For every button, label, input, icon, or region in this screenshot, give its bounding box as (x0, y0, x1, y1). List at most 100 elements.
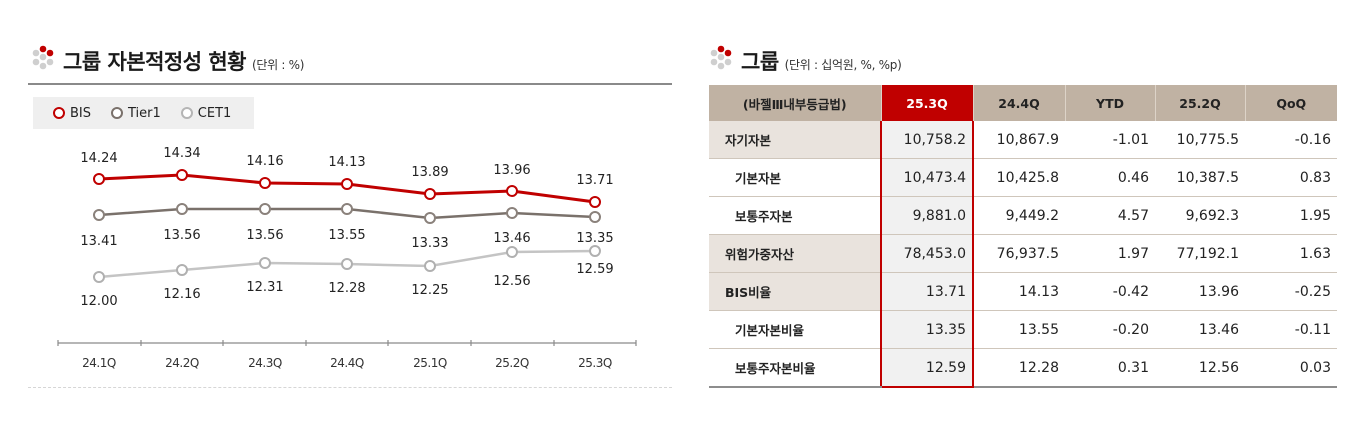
cet1-label: 12.59 (576, 262, 613, 277)
header-qoq: QoQ (1245, 85, 1337, 121)
legend-label: CET1 (197, 105, 232, 121)
chart-unit: (단위 : %) (252, 58, 305, 72)
cell: 13.55 (973, 310, 1065, 349)
x-tick-label: 25.1Q (413, 356, 447, 370)
table-row: 위험가중자산 78,453.0 76,937.5 1.97 77,192.1 1… (709, 234, 1337, 273)
cell: 0.83 (1245, 158, 1337, 197)
row-label: 자기자본 (709, 121, 881, 159)
cell: 0.31 (1065, 348, 1155, 388)
legend-label: BIS (70, 105, 92, 121)
bis-label: 14.24 (80, 151, 117, 166)
cell: 0.46 (1065, 158, 1155, 197)
bis-label: 14.16 (246, 154, 283, 169)
header-24-4q: 24.4Q (973, 85, 1066, 121)
row-label: 기본자본비율 (709, 310, 881, 349)
cet1-label: 12.25 (411, 283, 448, 298)
row-label: 보통주자본 (709, 196, 881, 235)
table-unit: (단위 : 십억원, %, %p) (784, 58, 902, 72)
cell: 9,449.2 (973, 196, 1065, 235)
cet1-markers (93, 245, 601, 283)
cell: -0.20 (1065, 310, 1155, 349)
cell: -0.11 (1245, 310, 1337, 349)
tier1-label: 13.55 (328, 228, 365, 243)
header-25-3q: 25.3Q (881, 85, 974, 121)
chart-legend: BIS Tier1 CET1 (33, 97, 254, 129)
row-label: BIS비율 (709, 272, 881, 311)
cell: -0.16 (1245, 121, 1337, 159)
cet1-label: 12.56 (493, 274, 530, 289)
legend-item-cet1[interactable]: CET1 (180, 105, 232, 121)
cell: 10,867.9 (973, 121, 1065, 159)
legend-item-bis[interactable]: BIS (53, 106, 91, 121)
cell: -0.25 (1245, 272, 1337, 311)
tier1-label: 13.56 (246, 228, 283, 243)
table-row: 자기자본 10,758.2 10,867.9 -1.01 10,775.5 -0… (709, 121, 1337, 159)
bis-label: 14.13 (328, 155, 365, 170)
row-label: 보통주자본비율 (709, 348, 881, 388)
cell: 1.95 (1245, 196, 1337, 235)
cell: 10,387.5 (1155, 158, 1245, 197)
tier1-label: 13.41 (80, 234, 117, 249)
tier1-label: 13.33 (411, 236, 448, 251)
table-row: 기본자본 10,473.4 10,425.8 0.46 10,387.5 0.8… (709, 158, 1337, 197)
table-row: 보통주자본 9,881.0 9,449.2 4.57 9,692.3 1.95 (709, 196, 1337, 235)
cell: 13.35 (880, 310, 974, 349)
chart-title: 그룹 자본적정성 현황 (단위 : %) (63, 46, 304, 76)
cell: 12.28 (973, 348, 1065, 388)
cell: 13.71 (880, 272, 974, 311)
x-axis (57, 340, 637, 346)
group-logo-icon (710, 45, 732, 70)
cell: 78,453.0 (880, 234, 974, 273)
cet1-label: 12.28 (328, 281, 365, 296)
row-label: 기본자본 (709, 158, 881, 197)
cet1-marker-icon (180, 107, 193, 119)
x-tick-label: 24.3Q (248, 356, 282, 370)
group-logo-icon (32, 45, 54, 70)
header-25-2q: 25.2Q (1155, 85, 1246, 121)
row-label: 위험가중자산 (709, 234, 881, 273)
table-row: 보통주자본비율 12.59 12.28 0.31 12.56 0.03 (709, 348, 1337, 388)
cell: 12.59 (880, 348, 974, 388)
cet1-label: 12.16 (163, 287, 200, 302)
capital-adequacy-table: (바젤Ⅲ내부등급법) 25.3Q 24.4Q YTD 25.2Q QoQ 자기자… (709, 85, 1337, 388)
tier1-marker-icon (111, 107, 124, 119)
cell: 13.46 (1155, 310, 1245, 349)
cell: 77,192.1 (1155, 234, 1245, 273)
cell: 9,692.3 (1155, 196, 1245, 235)
cell: 1.63 (1245, 234, 1337, 273)
tier1-label: 13.35 (576, 231, 613, 246)
header-ytd: YTD (1065, 85, 1156, 121)
cell: 10,425.8 (973, 158, 1065, 197)
cell: 12.56 (1155, 348, 1245, 388)
cell: 9,881.0 (880, 196, 974, 235)
cell: 1.97 (1065, 234, 1155, 273)
bis-label: 13.89 (411, 165, 448, 180)
x-tick-label: 24.4Q (330, 356, 364, 370)
header-basis: (바젤Ⅲ내부등급법) (709, 85, 882, 121)
cet1-label: 12.00 (80, 294, 117, 309)
cell: -0.42 (1065, 272, 1155, 311)
chart-title-text: 그룹 자본적정성 현황 (63, 50, 247, 74)
cell: 10,758.2 (880, 121, 974, 159)
table-title: 그룹 (단위 : 십억원, %, %p) (741, 46, 902, 76)
x-tick-label: 24.2Q (165, 356, 199, 370)
title-divider (28, 83, 672, 85)
tier1-label: 13.46 (493, 231, 530, 246)
table-header-row: (바젤Ⅲ내부등급법) 25.3Q 24.4Q YTD 25.2Q QoQ (709, 85, 1337, 121)
cell: 14.13 (973, 272, 1065, 311)
bottom-divider (28, 387, 672, 388)
legend-item-tier1[interactable]: Tier1 (111, 106, 161, 121)
x-tick-label: 25.2Q (495, 356, 529, 370)
cell: -1.01 (1065, 121, 1155, 159)
table-row: BIS비율 13.71 14.13 -0.42 13.96 -0.25 (709, 272, 1337, 311)
table-title-text: 그룹 (741, 50, 779, 74)
bis-label: 14.34 (163, 146, 200, 161)
cell: 0.03 (1245, 348, 1337, 388)
x-tick-label: 24.1Q (82, 356, 116, 370)
legend-label: Tier1 (128, 105, 161, 121)
bis-markers (93, 169, 601, 208)
bis-marker-icon (53, 107, 65, 119)
cell: 10,473.4 (880, 158, 974, 197)
bis-label: 13.71 (576, 173, 613, 188)
cet1-label: 12.31 (246, 280, 283, 295)
